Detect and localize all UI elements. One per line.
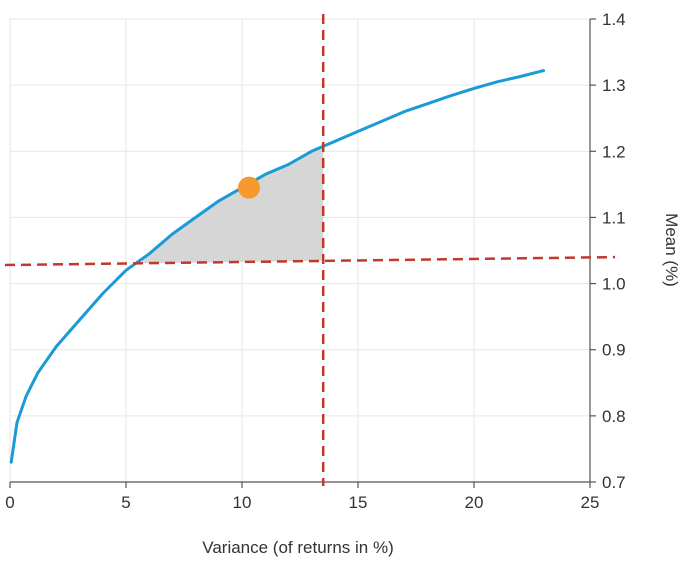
y-tick-label: 1.2 (602, 142, 626, 161)
y-tick-label: 0.7 (602, 473, 626, 492)
x-tick-label: 15 (349, 493, 368, 512)
y-tick-label: 1.0 (602, 275, 626, 294)
x-axis-label: Variance (of returns in %) (202, 538, 393, 557)
y-tick-label: 1.3 (602, 76, 626, 95)
series-layer (9, 69, 546, 464)
y-tick-labels: 0.7 0.8 0.9 1.0 1.1 1.2 1.3 1.4 (602, 10, 626, 492)
series-line (9, 69, 546, 464)
axes (9, 18, 596, 488)
x-tick-labels: 0 5 10 15 20 25 (5, 493, 599, 512)
x-tick-label: 5 (121, 493, 130, 512)
shaded-region (142, 146, 324, 264)
shaded-region-layer (142, 146, 324, 264)
y-axis-label: Mean (%) (662, 213, 681, 287)
y-tick-label: 0.8 (602, 407, 626, 426)
y-tick-label: 1.4 (602, 10, 626, 29)
highlight-point-layer (237, 176, 260, 199)
y-tick-label: 1.1 (602, 208, 626, 227)
reference-lines-layer (4, 14, 616, 486)
x-tick-label: 20 (465, 493, 484, 512)
x-tick-label: 0 (5, 493, 14, 512)
x-tick-label: 25 (581, 493, 600, 512)
x-tick-label: 10 (233, 493, 252, 512)
horizontal-reference-line (4, 255, 616, 267)
highlight-point (237, 176, 260, 199)
y-tick-label: 0.9 (602, 341, 626, 360)
